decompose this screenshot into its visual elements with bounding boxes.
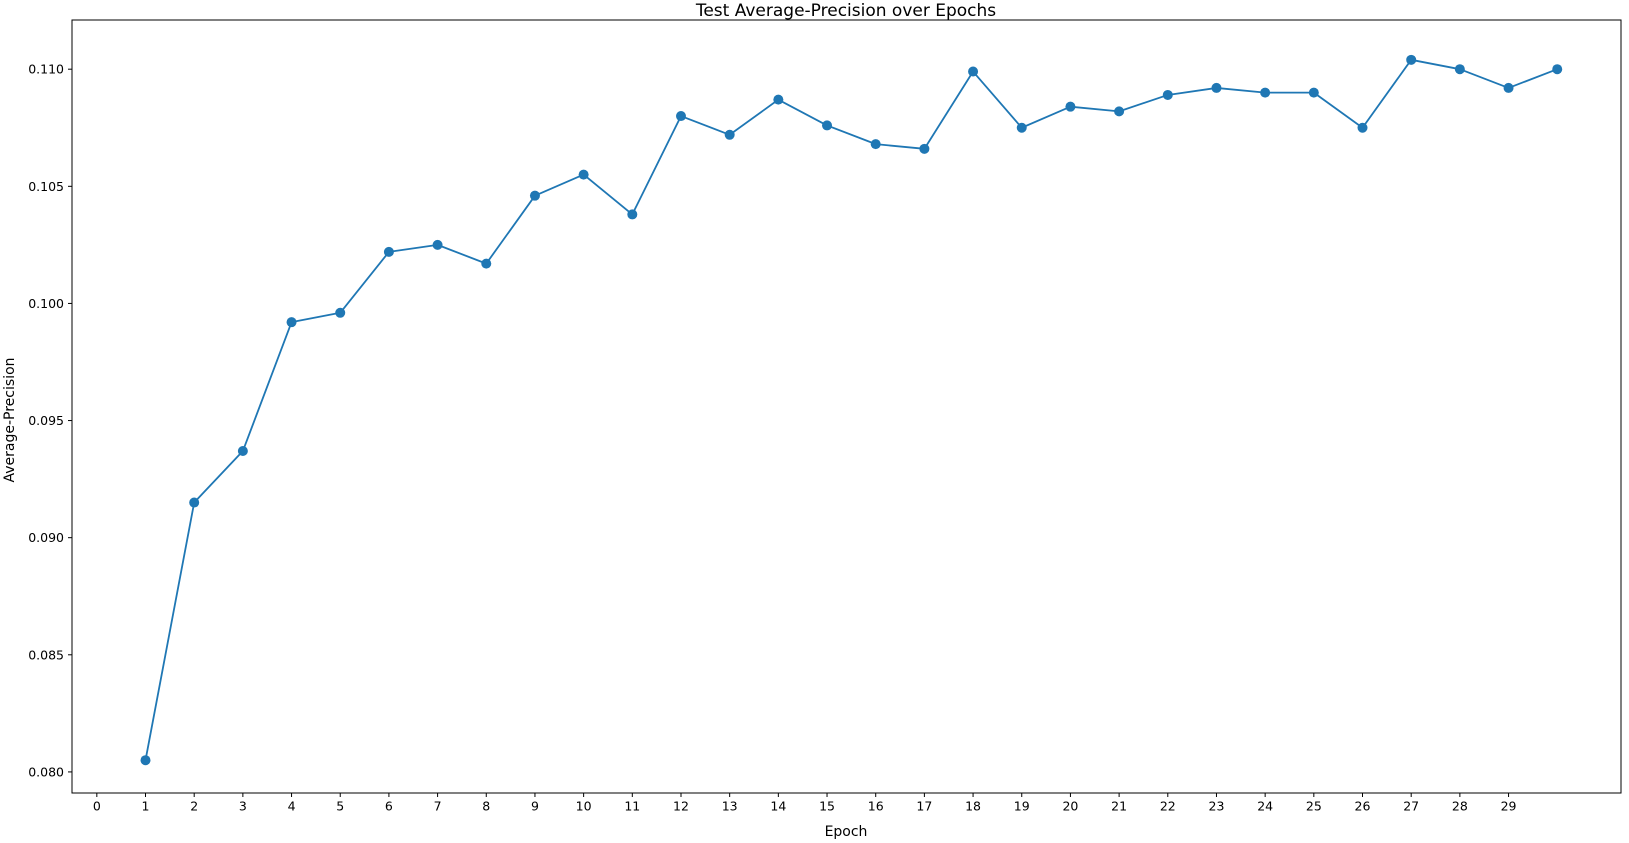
x-axis-label: Epoch — [825, 824, 868, 840]
plot-area — [71, 19, 1622, 794]
x-tick-label: 26 — [1355, 799, 1371, 814]
data-point — [383, 246, 394, 257]
x-tick-label: 1 — [142, 799, 150, 814]
x-tick-label: 25 — [1306, 799, 1322, 814]
x-tick-label: 9 — [531, 799, 539, 814]
x-tick-label: 21 — [1111, 799, 1127, 814]
x-tick-label: 4 — [288, 799, 296, 814]
x-tick-label: 2 — [190, 799, 198, 814]
x-tick-label: 29 — [1501, 799, 1517, 814]
y-tick-label: 0.090 — [28, 530, 64, 545]
data-point — [773, 94, 784, 105]
data-point — [140, 755, 151, 766]
x-tick-label: 15 — [819, 799, 835, 814]
x-tick-label: 3 — [239, 799, 247, 814]
x-tick-label: 6 — [385, 799, 393, 814]
x-tick-label: 18 — [965, 799, 981, 814]
data-point — [578, 169, 589, 180]
x-tick-label: 5 — [336, 799, 344, 814]
data-point — [237, 446, 248, 457]
data-point — [919, 143, 930, 154]
data-point — [1260, 87, 1271, 98]
data-point — [675, 111, 686, 122]
y-tick-label: 0.110 — [28, 62, 64, 77]
data-point — [1211, 82, 1222, 93]
data-point — [1406, 54, 1417, 65]
x-tick-label: 19 — [1014, 799, 1030, 814]
x-tick-label: 16 — [868, 799, 884, 814]
x-tick-label: 28 — [1452, 799, 1468, 814]
x-tick-label: 7 — [434, 799, 442, 814]
data-series-layer — [140, 54, 1563, 766]
x-tick-label: 8 — [482, 799, 490, 814]
data-point — [1114, 106, 1125, 117]
data-point — [189, 497, 200, 508]
data-point — [1308, 87, 1319, 98]
data-point — [529, 190, 540, 201]
y-tick-label: 0.095 — [28, 413, 64, 428]
data-point — [1503, 82, 1514, 93]
data-point — [335, 307, 346, 318]
y-tick-label: 0.105 — [28, 179, 64, 194]
data-point — [432, 239, 443, 250]
data-point — [1065, 101, 1076, 112]
data-point — [724, 129, 735, 140]
x-tick-label: 23 — [1209, 799, 1225, 814]
x-tick-label: 22 — [1160, 799, 1176, 814]
x-tick-label: 17 — [916, 799, 932, 814]
ticks-layer: 0 1 2 3 4 5 6 7 8 9 10 11 12 13 14 15 16 17 18 19 20 21 22 23 24… — [28, 62, 1516, 814]
x-tick-label: 0 — [93, 799, 101, 814]
x-tick-label: 13 — [722, 799, 738, 814]
chart-title: Test Average-Precision over Epochs — [695, 1, 996, 21]
y-tick-label: 0.085 — [28, 647, 64, 662]
y-axis-label: Average-Precision — [2, 357, 18, 482]
y-tick-label: 0.080 — [28, 764, 64, 779]
data-point — [1552, 64, 1563, 75]
series-line — [144, 58, 1559, 762]
x-tick-label: 10 — [576, 799, 592, 814]
data-point — [1357, 122, 1368, 133]
data-point — [1454, 64, 1465, 75]
data-point — [1016, 122, 1027, 133]
data-point — [870, 139, 881, 150]
data-point — [627, 209, 638, 220]
x-tick-label: 24 — [1257, 799, 1273, 814]
data-point — [822, 120, 833, 131]
x-tick-label: 27 — [1403, 799, 1419, 814]
x-tick-label: 11 — [624, 799, 640, 814]
data-point — [481, 258, 492, 269]
data-point — [286, 317, 297, 328]
x-tick-label: 12 — [673, 799, 689, 814]
data-point — [968, 66, 979, 77]
x-tick-label: 20 — [1062, 799, 1078, 814]
y-tick-label: 0.100 — [28, 296, 64, 311]
data-point — [1162, 89, 1173, 100]
x-tick-label: 14 — [770, 799, 786, 814]
